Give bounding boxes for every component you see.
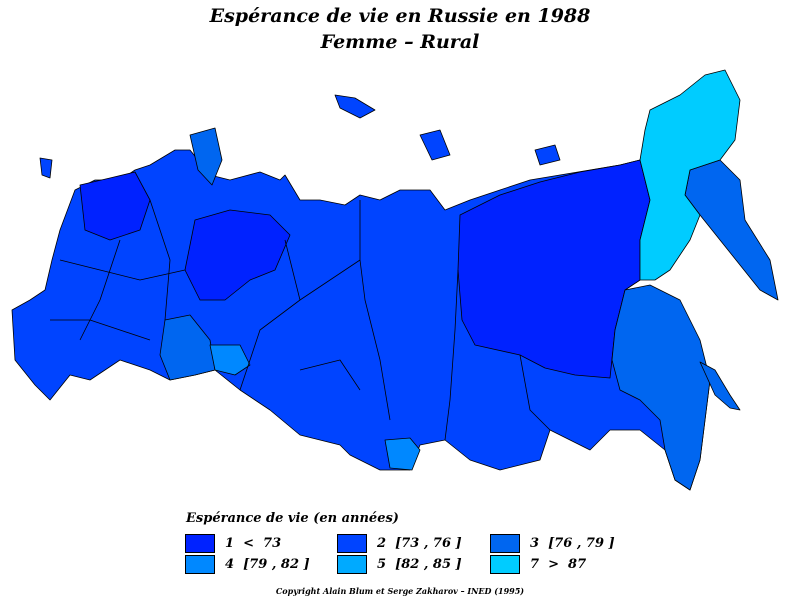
legend-title: Espérance de vie (en années) [186, 511, 399, 526]
legend-label: 3 [76 , 79 ] [530, 536, 615, 551]
region-komi [184, 209, 291, 301]
region-northwest [79, 171, 151, 241]
region-new-siberian [534, 144, 561, 166]
legend-label: 5 [82 , 85 ] [377, 557, 462, 572]
internal-borders [50, 199, 551, 441]
legend-swatch [185, 555, 215, 574]
region-south-west [209, 344, 251, 376]
legend-swatch [337, 555, 367, 574]
legend-swatch [337, 534, 367, 553]
map-title: Espérance de vie en Russie en 1988 [209, 5, 591, 27]
region-tyumen-south [159, 314, 216, 381]
region-sakhalin [699, 361, 741, 411]
region-novaya-zemlya [189, 127, 223, 186]
legend-item-1: 1 < 73 [185, 534, 281, 553]
copyright: Copyright Alain Blum et Serge Zakharov –… [275, 586, 525, 596]
legend-label: 1 < 73 [225, 536, 282, 551]
region-islands-north [334, 94, 376, 119]
legend-item-7: 7 > 87 [490, 555, 586, 574]
legend-item-2: 2 [73 , 76 ] [337, 534, 462, 553]
legend-label: 2 [73 , 76 ] [377, 536, 462, 551]
region-severnaya-zemlya [419, 129, 451, 161]
legend-item-3: 3 [76 , 79 ] [490, 534, 615, 553]
legend-swatch [490, 555, 520, 574]
region-tuva [384, 437, 421, 471]
map-subtitle: Femme – Rural [320, 31, 480, 53]
legend-label: 4 [79 , 82 ] [225, 557, 310, 572]
legend-label: 7 > 87 [530, 557, 587, 572]
legend-item-5: 5 [82 , 85 ] [337, 555, 462, 574]
region-amur [611, 284, 711, 491]
legend-swatch [490, 534, 520, 553]
region-kamchatka [684, 159, 779, 301]
legend-item-4: 4 [79 , 82 ] [185, 555, 310, 574]
region-kola [39, 157, 53, 179]
region-chukotka-magadan [639, 69, 741, 281]
legend-swatch [185, 534, 215, 553]
